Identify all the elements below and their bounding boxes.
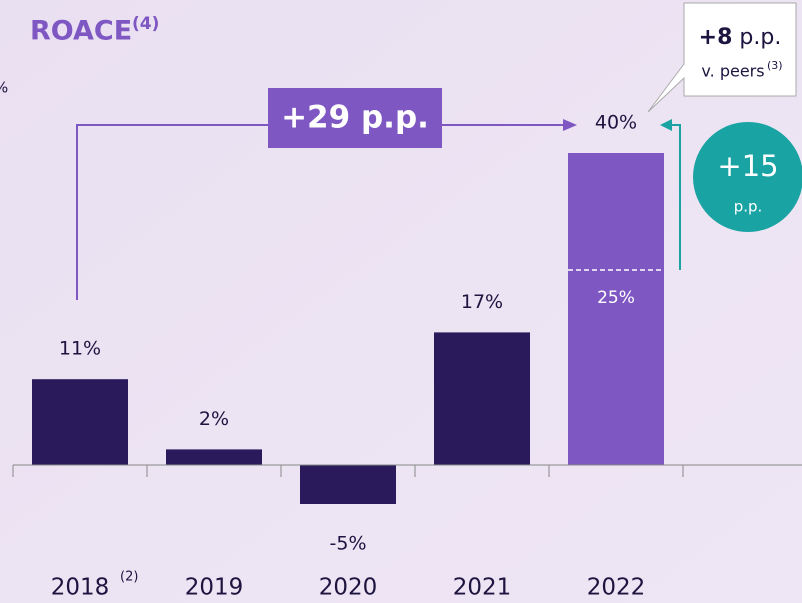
change-unit: p.p.	[734, 198, 763, 216]
data-label: -5%	[330, 533, 367, 555]
data-label: 40%	[595, 112, 637, 134]
peers-note: (3)	[767, 59, 783, 72]
x-tick-label: 2021	[453, 575, 512, 601]
data-label: 11%	[59, 338, 101, 360]
data-label: 2%	[199, 408, 229, 430]
arrow-head	[660, 119, 672, 131]
change-value: +15	[717, 149, 778, 183]
chart-title: ROACE	[30, 16, 132, 47]
peers-callout	[647, 2, 797, 113]
reference-label: 25%	[597, 288, 635, 308]
arrow-head	[563, 119, 577, 131]
growth-label: +29 p.p.	[281, 100, 429, 136]
bar	[434, 332, 530, 465]
change-badge	[693, 122, 802, 232]
data-label: 17%	[461, 291, 503, 313]
bar	[300, 465, 396, 504]
bar	[568, 153, 664, 465]
x-tick-label: 2019	[185, 575, 244, 601]
title-note: (4)	[132, 14, 159, 34]
unit-label: %	[0, 79, 8, 97]
bar	[32, 379, 128, 465]
peers-value: +8	[699, 25, 733, 50]
peers-unit: p.p.	[732, 25, 781, 50]
x-tick-label: 2020	[319, 575, 378, 601]
x-tick-label: 2022	[587, 575, 646, 601]
peers-text: v. peers	[701, 62, 764, 81]
category-note: (2)	[120, 570, 138, 585]
bar	[166, 449, 262, 465]
peers-label: +8 p.p.	[699, 25, 782, 50]
growth-box	[268, 88, 442, 148]
x-tick-label: 2018	[51, 575, 110, 601]
